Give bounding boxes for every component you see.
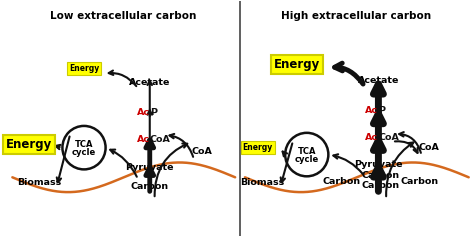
Text: cycle: cycle	[295, 155, 319, 164]
Text: Energy: Energy	[69, 64, 99, 73]
Text: CoA: CoA	[419, 143, 440, 152]
Text: P: P	[150, 108, 157, 117]
Text: Ac: Ac	[137, 135, 150, 144]
Text: Ac: Ac	[137, 108, 150, 117]
Text: Acetate: Acetate	[358, 76, 399, 85]
Text: Energy: Energy	[243, 143, 273, 152]
Text: Acetate: Acetate	[129, 78, 171, 87]
Text: CoA: CoA	[378, 133, 399, 142]
Text: Energy: Energy	[274, 58, 320, 71]
Text: Carbon: Carbon	[401, 177, 438, 186]
Text: Energy: Energy	[6, 138, 52, 151]
Text: Ac: Ac	[365, 106, 378, 115]
Text: Carbon: Carbon	[361, 171, 400, 180]
Text: Pyruvate: Pyruvate	[126, 163, 174, 172]
Text: TCA: TCA	[298, 147, 316, 156]
Text: Ac: Ac	[365, 133, 378, 142]
Text: Biomass: Biomass	[17, 178, 61, 187]
Text: Carbon: Carbon	[361, 181, 400, 190]
Text: Low extracellular carbon: Low extracellular carbon	[50, 11, 196, 21]
Text: TCA: TCA	[75, 140, 93, 149]
Text: Biomass: Biomass	[240, 178, 285, 187]
Text: High extracellular carbon: High extracellular carbon	[281, 11, 431, 21]
Text: Carbon: Carbon	[131, 182, 169, 191]
Text: Carbon: Carbon	[322, 177, 360, 186]
Text: CoA: CoA	[150, 135, 171, 144]
Text: P: P	[378, 106, 385, 115]
Text: cycle: cycle	[72, 148, 96, 157]
Text: CoA: CoA	[191, 147, 212, 156]
Text: Pyruvate: Pyruvate	[354, 160, 402, 169]
